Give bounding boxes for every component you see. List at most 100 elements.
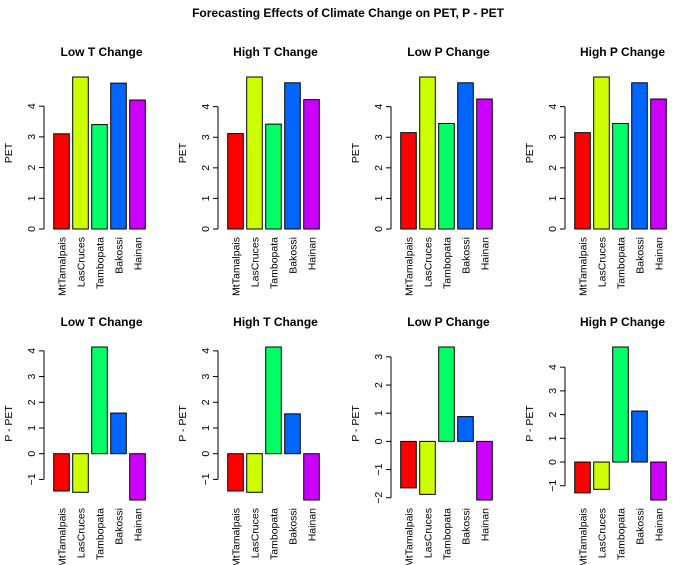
- x-category-label: Hainan: [133, 508, 145, 541]
- y-tick-label: 1: [200, 425, 212, 431]
- bar: [110, 82, 127, 230]
- bar: [284, 82, 301, 230]
- y-tick-label: −2: [373, 492, 385, 504]
- x-category-label: MtTamalpais: [404, 508, 416, 565]
- x-category-label: Hainan: [133, 237, 145, 270]
- y-tick-label: 1: [373, 410, 385, 416]
- y-tick-label: 2: [200, 399, 212, 405]
- bar: [303, 99, 320, 230]
- bar: [72, 453, 89, 493]
- y-tick-label: 3: [200, 134, 212, 140]
- bar: [400, 132, 417, 230]
- bar: [91, 346, 108, 455]
- y-tick-label: 0: [547, 459, 559, 465]
- x-category-label: Tambopata: [95, 237, 107, 289]
- x-category-label: LasCruces: [76, 237, 88, 287]
- bar: [72, 76, 89, 230]
- x-category-label: Hainan: [480, 237, 492, 270]
- y-tick-label: 3: [547, 388, 559, 394]
- panel-title: Low T Change: [61, 45, 143, 59]
- x-category-label: Tambopata: [616, 508, 628, 560]
- y-tick-label: 2: [547, 165, 559, 171]
- y-tick-label: −1: [547, 480, 559, 492]
- bar-chart-panel: Low P Change P - PET −2 −1 0 1 2 3 MtTamalpais La…: [350, 315, 493, 565]
- x-category-label: Tambopata: [95, 508, 107, 560]
- y-tick-label: 2: [26, 399, 38, 405]
- bar: [265, 346, 282, 455]
- bar: [265, 123, 282, 230]
- y-tick-label: 3: [26, 134, 38, 140]
- bar-chart-panel: High P Change P - PET −1 0 1 2 3 4 MtTamalpais La…: [524, 315, 667, 565]
- x-category-label: Bakossi: [114, 237, 126, 274]
- x-category-label: MtTamalpais: [231, 237, 243, 296]
- y-tick-label: 4: [373, 104, 385, 110]
- bar: [53, 133, 70, 230]
- x-category-label: Hainan: [480, 508, 492, 541]
- bar: [246, 453, 263, 493]
- bar: [631, 82, 648, 230]
- panel-title: High T Change: [233, 45, 318, 59]
- panel-title: High T Change: [233, 315, 318, 329]
- y-tick-label: 2: [200, 165, 212, 171]
- y-tick-label: 4: [26, 103, 38, 109]
- bar: [612, 122, 629, 230]
- bar: [457, 82, 474, 230]
- bar: [419, 440, 436, 495]
- panel-title: High P Change: [580, 45, 665, 59]
- y-axis-label: P - PET: [3, 405, 15, 442]
- bar-chart-panel: Low T Change PET 0 1 2 3 4 MtTamalpais LasCruces…: [3, 45, 146, 296]
- y-axis-label: P - PET: [524, 405, 536, 442]
- bar: [612, 346, 629, 463]
- bar: [284, 413, 301, 455]
- x-category-label: LasCruces: [250, 237, 262, 287]
- bar: [593, 76, 610, 230]
- x-category-label: Hainan: [654, 508, 666, 541]
- bar: [476, 440, 493, 501]
- y-tick-label: 3: [200, 373, 212, 379]
- y-tick-label: 1: [373, 195, 385, 201]
- x-category-label: Tambopata: [616, 237, 628, 289]
- x-category-label: Bakossi: [288, 237, 300, 274]
- bar: [419, 76, 436, 230]
- x-category-label: MtTamalpais: [578, 508, 590, 565]
- x-category-label: Tambopata: [442, 237, 454, 289]
- bar: [574, 461, 591, 494]
- bar-chart-panel: High P Change PET 0 1 2 3 4 MtTamalpais LasCruce…: [524, 45, 667, 296]
- y-tick-label: 3: [26, 373, 38, 379]
- y-tick-label: 3: [373, 354, 385, 360]
- x-category-label: MtTamalpais: [57, 237, 69, 296]
- y-tick-label: 1: [26, 425, 38, 431]
- bar-chart-panel: Low T Change P - PET −1 0 1 2 3 4 MtTamalpais Las…: [3, 315, 146, 565]
- bar: [227, 133, 244, 230]
- bar: [650, 461, 667, 501]
- y-tick-label: 0: [26, 451, 38, 457]
- panel-title: Low P Change: [407, 45, 490, 59]
- bar-chart-panel: Low P Change PET 0 1 2 3 4 MtTamalpais LasCruces…: [350, 45, 493, 296]
- panel-title: Low P Change: [407, 315, 490, 329]
- x-category-label: Bakossi: [461, 237, 473, 274]
- y-tick-label: 2: [373, 165, 385, 171]
- y-tick-label: 0: [200, 451, 212, 457]
- x-category-label: Bakossi: [635, 508, 647, 545]
- y-tick-label: −1: [200, 473, 212, 485]
- y-axis-label: PET: [350, 142, 362, 163]
- y-axis-label: PET: [3, 142, 15, 163]
- bar: [631, 410, 648, 463]
- bar: [476, 98, 493, 230]
- x-category-label: LasCruces: [76, 508, 88, 558]
- bar-chart-panel: High T Change P - PET −1 0 1 2 3 4 MtTamalpais La…: [177, 315, 320, 565]
- bar: [438, 122, 455, 230]
- y-tick-label: 4: [200, 104, 212, 110]
- y-axis-label: P - PET: [350, 405, 362, 442]
- bar: [400, 440, 417, 489]
- bar: [457, 416, 474, 442]
- y-tick-label: 4: [200, 348, 212, 354]
- x-category-label: Tambopata: [442, 508, 454, 560]
- x-category-label: Bakossi: [114, 508, 126, 545]
- y-tick-label: 0: [200, 226, 212, 232]
- y-tick-label: 1: [547, 195, 559, 201]
- bar: [246, 76, 263, 230]
- y-tick-label: −1: [26, 473, 38, 485]
- y-tick-label: 0: [547, 226, 559, 232]
